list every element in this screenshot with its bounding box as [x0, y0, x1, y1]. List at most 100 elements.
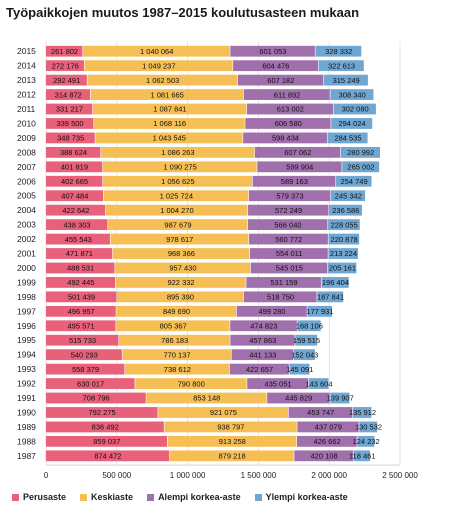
data-label: 859 037: [93, 437, 120, 446]
bar-segment: [46, 74, 87, 86]
year-label: 2005: [17, 191, 36, 201]
bar-segment: [46, 190, 104, 202]
bar-segment: [46, 146, 101, 158]
data-label: 566 040: [274, 220, 301, 229]
data-label: 579 373: [276, 191, 303, 200]
data-label: 254 749: [341, 177, 368, 186]
bar-segment: [359, 421, 378, 433]
bar-segment: [84, 60, 233, 72]
data-label: 606 580: [275, 119, 302, 128]
data-label: 426 662: [314, 437, 341, 446]
year-label: 2007: [17, 162, 36, 172]
data-label: 245 342: [335, 191, 362, 200]
data-label: 879 218: [219, 452, 246, 461]
bar-segment: [249, 248, 328, 259]
year-label: 2004: [17, 205, 36, 215]
data-label: 613 002: [277, 105, 304, 114]
year-label: 2002: [17, 234, 36, 244]
data-label: 445 829: [285, 394, 312, 403]
data-label: 1 087 841: [153, 105, 186, 114]
x-tick-label: 500 000: [102, 471, 131, 480]
year-label: 1995: [17, 335, 36, 345]
bar-segment: [115, 277, 246, 288]
bar-segment: [46, 60, 84, 72]
bar-segment: [92, 103, 247, 115]
bar-segment: [342, 161, 380, 173]
data-label: 407 484: [61, 191, 88, 200]
bar-segment: [125, 363, 230, 375]
data-label: 792 275: [89, 408, 116, 417]
data-label: 1 040 064: [140, 47, 173, 56]
bar-segment: [115, 262, 251, 274]
bar-segment: [327, 262, 357, 274]
data-label: 531 159: [270, 278, 297, 287]
bar-segment: [294, 450, 354, 462]
data-label: 420 108: [311, 452, 338, 461]
data-label: 220 878: [331, 235, 358, 244]
bar-segment: [330, 89, 374, 100]
data-label: 402 665: [61, 177, 88, 186]
bar-segment: [307, 305, 332, 317]
legend-swatch: [12, 493, 19, 501]
data-label: 540 293: [71, 350, 98, 359]
bar-segment: [46, 421, 164, 433]
data-label: 315 249: [333, 76, 360, 85]
legend-label: Keskiaste: [91, 492, 134, 502]
bar-segment: [267, 392, 330, 404]
bar-segment: [289, 363, 310, 375]
data-label: 1 090 275: [163, 163, 196, 172]
bar-segment: [46, 305, 116, 317]
data-label: 599 904: [286, 163, 313, 172]
bar-segment: [119, 334, 230, 346]
bar-segment: [103, 190, 249, 202]
bar-segment: [146, 392, 267, 404]
bar-segment: [357, 435, 375, 447]
data-label: 499 280: [258, 307, 285, 316]
bar-segment: [330, 392, 350, 404]
bar-segment: [158, 407, 289, 418]
bar-segment: [247, 219, 328, 231]
bar-segment: [46, 392, 146, 404]
data-label: 205 161: [329, 264, 356, 273]
data-label: 187 841: [317, 293, 344, 302]
legend-swatch: [80, 493, 88, 501]
bar-segment: [243, 89, 330, 100]
data-label: 228 055: [331, 220, 358, 229]
data-label: 261 802: [51, 47, 78, 56]
data-label: 438 303: [63, 220, 90, 229]
data-label: 135 912: [349, 408, 376, 417]
bar-segment: [46, 277, 116, 288]
bar-segment: [317, 291, 344, 303]
year-label: 1997: [17, 306, 36, 316]
data-label: 265 002: [347, 163, 374, 172]
data-label: 554 011: [276, 249, 303, 258]
bar-segment: [46, 334, 119, 346]
bar-segment: [230, 334, 295, 346]
bar-segment: [103, 175, 253, 187]
year-label: 1996: [17, 321, 36, 331]
data-label: 488 531: [67, 264, 94, 273]
data-label: 453 747: [307, 408, 334, 417]
bar-segment: [231, 349, 294, 361]
data-label: 560 772: [275, 235, 302, 244]
bar-segment: [331, 118, 373, 129]
data-label: 339 500: [56, 119, 83, 128]
bar-segment: [336, 175, 372, 187]
bar-segment: [101, 146, 255, 158]
bar-segment: [90, 89, 244, 100]
data-label: 152 043: [291, 350, 318, 359]
year-label: 2008: [17, 147, 36, 157]
bar-segment: [46, 175, 103, 187]
data-label: 130 532: [355, 423, 382, 432]
bar-segment: [340, 146, 380, 158]
bar-segment: [297, 421, 359, 433]
bar-segment: [328, 248, 358, 259]
data-label: 168 106: [296, 321, 323, 330]
bar-segment: [105, 204, 248, 216]
bar-segment: [46, 435, 168, 447]
data-label: 331 217: [56, 105, 83, 114]
data-label: 1 043 545: [153, 134, 186, 143]
data-label: 786 183: [161, 336, 188, 345]
bar-segment: [230, 45, 315, 57]
